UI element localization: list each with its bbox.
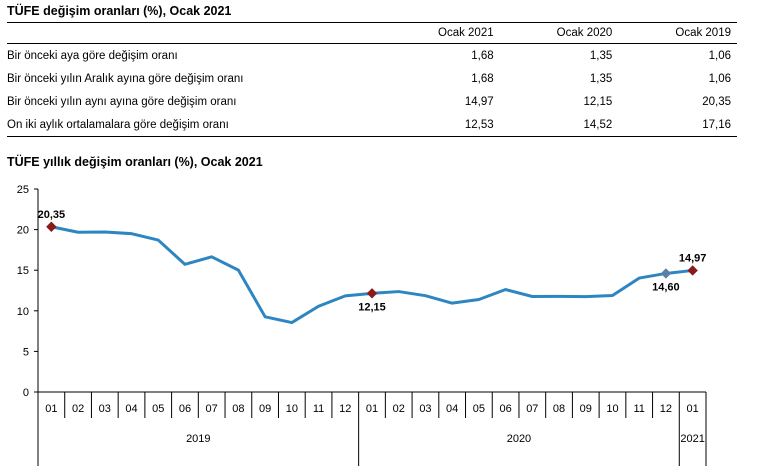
y-tick-label: 10	[17, 306, 29, 318]
cell-value: 1,35	[589, 49, 613, 62]
data-point-marker	[660, 268, 672, 279]
x-tick-label: 06	[499, 403, 511, 415]
x-tick-label: 06	[179, 403, 191, 415]
y-tick-label: 0	[23, 387, 29, 399]
x-tick-label: 11	[313, 403, 324, 415]
data-label: 20,35	[38, 209, 66, 221]
x-tick-label: 11	[633, 403, 644, 415]
y-tick-label: 15	[17, 265, 29, 277]
x-tick-label: 04	[125, 403, 137, 415]
data-point-marker	[46, 221, 57, 232]
x-tick-label: 05	[152, 403, 164, 415]
row-label: Bir önceki yılın aynı ayına göre değişim…	[7, 95, 237, 108]
data-label: 14,60	[652, 281, 680, 293]
x-tick-label: 05	[473, 403, 485, 415]
cell-value: 14,52	[499, 113, 619, 137]
x-group-label: 2021	[680, 433, 704, 445]
data-point-marker	[687, 265, 698, 276]
x-tick-label: 08	[553, 403, 565, 415]
x-tick-label: 03	[419, 403, 431, 415]
x-tick-label: 10	[606, 403, 618, 415]
data-label: 14,97	[679, 252, 707, 264]
cell-value: 20,35	[702, 95, 731, 108]
table-header-2019: Ocak 2019	[618, 22, 737, 44]
table-row: On iki aylık ortalamalara göre değişim o…	[7, 113, 737, 137]
y-tick-label: 20	[17, 225, 29, 237]
cell-value: 1,68	[471, 49, 494, 62]
x-tick-label: 07	[526, 403, 538, 415]
row-label: On iki aylık ortalamalara göre değişim o…	[7, 113, 381, 137]
data-label: 12,15	[358, 301, 386, 313]
table-header-label	[7, 22, 381, 44]
x-tick-label: 02	[72, 403, 84, 415]
cell-value: 17,16	[618, 113, 737, 137]
table-row: Bir önceki yılın aynı ayına göre değişim…	[7, 90, 737, 113]
x-tick-label: 10	[286, 403, 298, 415]
table-row: Bir önceki aya göre değişim oranı 1,68 1…	[7, 44, 737, 68]
y-tick-label: 5	[23, 346, 29, 358]
table-header-row: Ocak 2021 Ocak 2020 Ocak 2019	[7, 22, 737, 44]
x-group-label: 2020	[507, 433, 531, 445]
table-title: TÜFE değişim oranları (%), Ocak 2021	[7, 4, 232, 18]
cell-value: 12,15	[583, 95, 613, 108]
cell-value: 1,06	[708, 49, 731, 62]
row-label: Bir önceki aya göre değişim oranı	[7, 49, 178, 62]
table-row: Bir önceki yılın Aralık ayına göre değiş…	[7, 67, 737, 90]
x-tick-label: 01	[45, 403, 57, 415]
x-tick-label: 12	[339, 403, 351, 415]
y-tick-label: 25	[17, 184, 29, 196]
x-tick-label: 12	[660, 403, 672, 415]
x-tick-label: 08	[232, 403, 244, 415]
cell-value: 1,68	[471, 72, 494, 85]
x-tick-label: 07	[206, 403, 218, 415]
x-tick-label: 09	[580, 403, 592, 415]
cell-value: 1,35	[589, 72, 613, 85]
x-tick-label: 03	[99, 403, 111, 415]
cell-value: 1,06	[708, 72, 731, 85]
x-tick-label: 02	[393, 403, 405, 415]
x-tick-label: 09	[259, 403, 271, 415]
table-header-2020: Ocak 2020	[499, 22, 619, 44]
cell-value: 12,53	[380, 113, 500, 137]
x-group-label: 2019	[186, 433, 210, 445]
x-tick-label: 04	[446, 403, 458, 415]
table-header-2021: Ocak 2021	[380, 22, 500, 44]
x-tick-label: 01	[366, 403, 378, 415]
change-rates-table: Ocak 2021 Ocak 2020 Ocak 2019 Bir önceki…	[7, 22, 737, 137]
chart-title: TÜFE yıllık değişim oranları (%), Ocak 2…	[7, 155, 263, 169]
cell-value: 14,97	[464, 95, 494, 108]
data-point-marker	[366, 288, 378, 299]
x-tick-label: 01	[687, 403, 699, 415]
row-label: Bir önceki yılın Aralık ayına göre değiş…	[7, 72, 244, 85]
